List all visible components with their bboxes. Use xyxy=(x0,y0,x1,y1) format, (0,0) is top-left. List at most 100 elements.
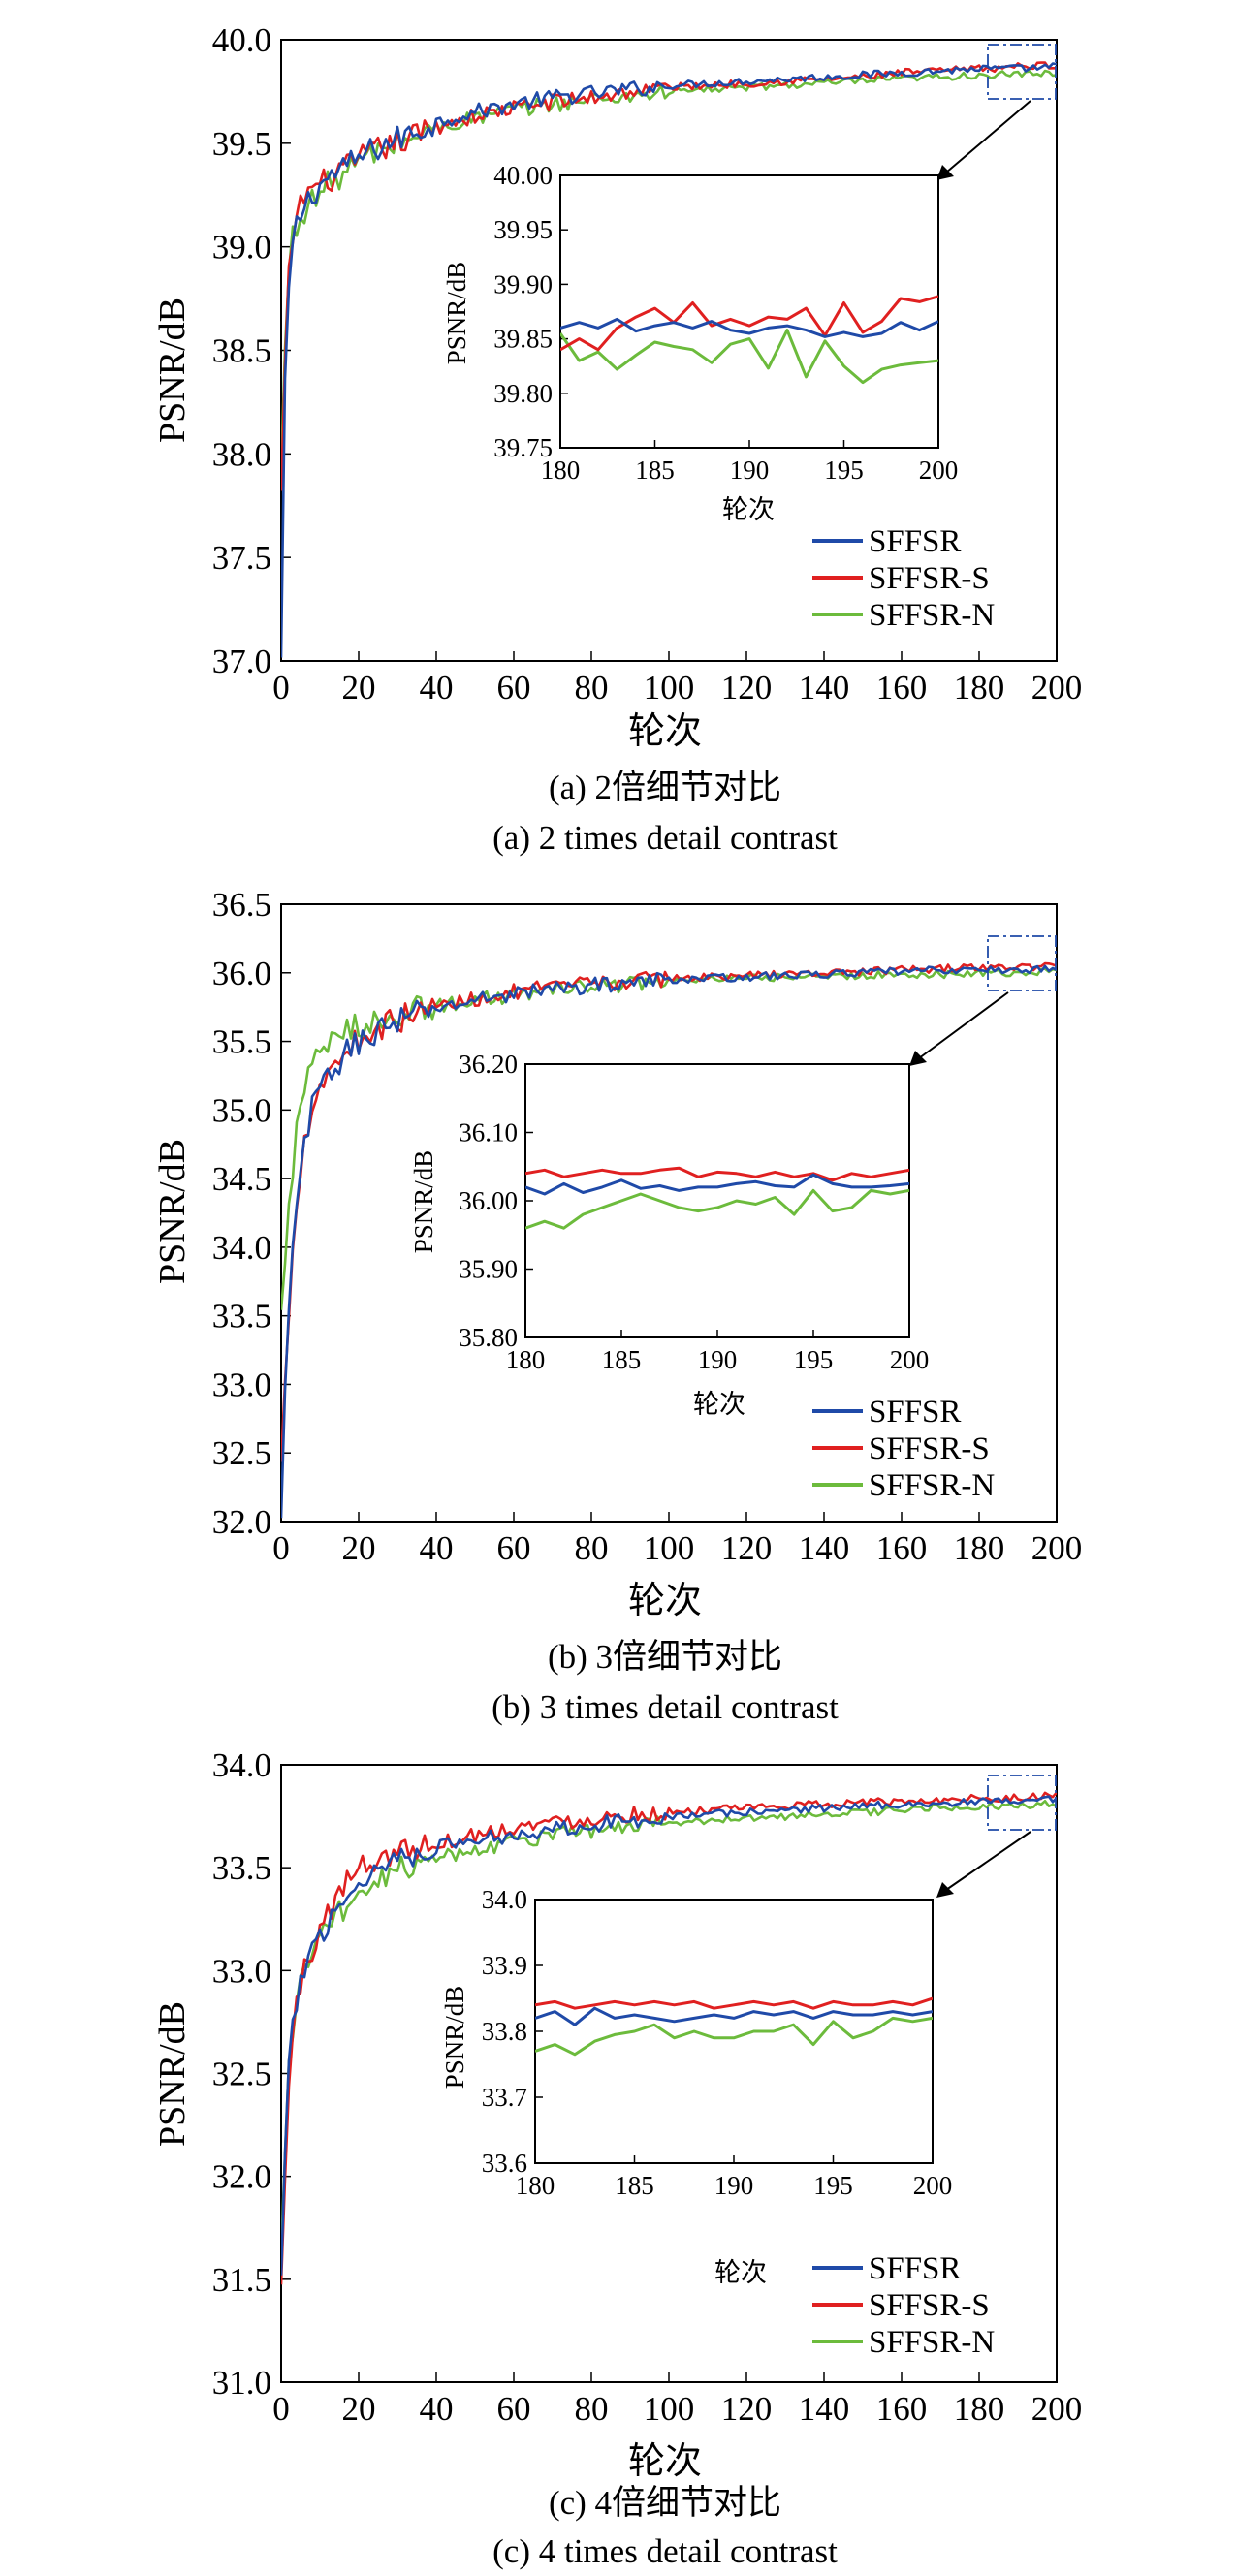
main-b-y-tick-label: 35.0 xyxy=(212,1091,271,1129)
panel-c-zoom-box xyxy=(987,1775,1057,1831)
panel-b-y-axis-label: PSNR/dB xyxy=(152,1139,193,1284)
main-c-x-tick-label: 20 xyxy=(342,2390,376,2428)
inset-c-series-group xyxy=(535,1996,933,2057)
inset-b-series-sffsr xyxy=(525,1173,909,1196)
inset-c-y-tick-label: 33.7 xyxy=(482,2083,527,2112)
panel-c-caption-cn: (c) 4倍细节对比 xyxy=(549,2484,781,2522)
main-a-x-tick-label: 80 xyxy=(575,669,609,707)
main-b-x-tick-label: 180 xyxy=(954,1529,1005,1567)
inset-a-series-group xyxy=(560,295,938,385)
inset-a-x-tick-label: 180 xyxy=(541,456,581,485)
main-c-series-sffsr-s xyxy=(281,1791,1057,2285)
main-c-y-tick-label: 31.0 xyxy=(212,2364,271,2402)
panel-c-x-axis-label: 轮次 xyxy=(628,2441,702,2482)
panel-c-caption-en: (c) 4 times detail contrast xyxy=(492,2532,838,2570)
main-a-x-tick-label: 120 xyxy=(721,669,773,707)
inset-c-y-tick-label: 33.8 xyxy=(482,2017,527,2046)
inset-a-frame xyxy=(559,174,939,449)
main-b-x-tick-label: 200 xyxy=(1031,1529,1083,1567)
panel-a-zoom-box xyxy=(987,44,1057,100)
main-b-y-tick-label: 34.0 xyxy=(212,1229,271,1267)
inset-b-y-tick-label: 36.00 xyxy=(459,1186,518,1215)
main-b-series-group xyxy=(281,961,1057,1519)
legend-label-sffsr-s: SFFSR-S xyxy=(869,2288,990,2323)
panel-a-x-axis-label: 轮次 xyxy=(628,711,702,752)
main-a-series-sffsr-n xyxy=(281,69,1057,470)
main-a-x-tick-label: 60 xyxy=(497,669,531,707)
panel-a-caption-en: (a) 2 times detail contrast xyxy=(492,819,838,857)
main-a-x-tick-label: 0 xyxy=(272,669,290,707)
main-a-x-tick-label: 140 xyxy=(799,669,850,707)
main-a-x-tick-label: 40 xyxy=(420,669,454,707)
main-b-y-tick-label: 33.5 xyxy=(212,1298,271,1335)
inset-a-y-tick-label: 39.85 xyxy=(493,325,553,354)
main-b-x-tick-label: 20 xyxy=(342,1529,376,1567)
main-c-y-tick-label: 32.5 xyxy=(212,2056,271,2093)
panel-b-zoom-arrowhead xyxy=(909,1051,927,1066)
inset-c-y-tick-label: 33.9 xyxy=(482,1951,527,1980)
panel-c-zoom-arrow xyxy=(945,1831,1031,1891)
panel-a-zoom-arrow xyxy=(945,100,1031,173)
panel-a-inset-y-label: PSNR/dB xyxy=(442,262,471,365)
panel-a-inset: 180 185 190 195 200 39.75 39.80 39.85 39.90 39.95… xyxy=(493,161,958,485)
inset-a-y-tick-label: 39.90 xyxy=(493,269,553,298)
main-a-y-tick-label: 37.0 xyxy=(212,643,271,680)
main-c-x-tick-label: 160 xyxy=(876,2390,928,2428)
panel-b-x-axis-label: 轮次 xyxy=(628,1581,702,1621)
panel-b-legend: SFFSR SFFSR-S SFFSR-N xyxy=(812,1395,995,1503)
inset-a-x-tick-label: 200 xyxy=(919,456,959,485)
main-a-y-tick-label: 39.0 xyxy=(212,229,271,267)
main-a-y-tick-label: 38.5 xyxy=(212,332,271,370)
inset-c-series-sffsr xyxy=(535,2006,933,2026)
inset-b-y-tick-label: 36.10 xyxy=(459,1118,518,1147)
inset-b-series-sffsr-s xyxy=(525,1166,909,1182)
legend-label-sffsr: SFFSR xyxy=(869,1395,961,1429)
main-b-x-tick-label: 80 xyxy=(575,1529,609,1567)
main-a-y-tick-label: 40.0 xyxy=(212,21,271,59)
main-a-x-tick-label: 180 xyxy=(954,669,1005,707)
panel-c-inset: 180 185 190 195 200 33.6 33.7 33.8 33.9 34.0 xyxy=(482,1885,953,2200)
main-b-x-tick-label: 120 xyxy=(721,1529,773,1567)
inset-c-series-sffsr-n xyxy=(535,2016,933,2057)
main-b-y-tick-label: 36.5 xyxy=(212,886,271,924)
inset-a-y-tick-label: 39.75 xyxy=(493,433,553,462)
main-b-x-tick-label: 40 xyxy=(420,1529,454,1567)
inset-c-y-tick-label: 33.6 xyxy=(482,2149,527,2178)
panel-c-zoom-arrowhead xyxy=(936,1882,954,1898)
inset-c-x-tick-label: 200 xyxy=(913,2171,953,2200)
inset-b-x-tick-label: 195 xyxy=(794,1345,834,1374)
main-a-x-tick-label: 20 xyxy=(342,669,376,707)
panel-b-caption-cn: (b) 3倍细节对比 xyxy=(548,1638,782,1676)
main-c-x-tick-label: 100 xyxy=(644,2390,695,2428)
inset-c-frame xyxy=(534,1899,934,2164)
panel-a-caption-cn: (a) 2倍细节对比 xyxy=(549,769,781,806)
main-c-x-tick-label: 60 xyxy=(497,2390,531,2428)
main-c-series-sffsr-n xyxy=(281,1800,1057,2253)
main-b-y-tick-label: 36.0 xyxy=(212,955,271,992)
main-c-x-tick-label: 40 xyxy=(420,2390,454,2428)
panel-a-zoom-arrowhead xyxy=(936,165,954,180)
main-c-y-tick-label: 33.5 xyxy=(212,1849,271,1887)
inset-b-y-tick-label: 36.20 xyxy=(459,1050,518,1079)
main-b-series-sffsr xyxy=(281,964,1057,1519)
panel-c-legend: SFFSR SFFSR-S SFFSR-N xyxy=(812,2251,995,2360)
legend-label-sffsr-n: SFFSR-N xyxy=(869,598,995,633)
inset-b-y-tick-label: 35.90 xyxy=(459,1255,518,1284)
inset-a-y-tick-label: 39.80 xyxy=(493,379,553,408)
inset-a-x-tick-label: 185 xyxy=(635,456,675,485)
main-c-x-tick-label: 180 xyxy=(954,2390,1005,2428)
main-b-y-tick-label: 33.0 xyxy=(212,1366,271,1403)
panel-b-caption-en: (b) 3 times detail contrast xyxy=(492,1688,839,1726)
main-b-x-tick-label: 0 xyxy=(272,1529,290,1567)
inset-c-x-tick-label: 195 xyxy=(813,2171,853,2200)
legend-label-sffsr-s: SFFSR-S xyxy=(869,1431,990,1466)
panel-c: 0 20 40 60 80 100 120 140 160 180 200 31.0 31.5 32.0 3… xyxy=(152,1746,1082,2570)
main-c-x-tick-label: 0 xyxy=(272,2390,290,2428)
inset-b-series-group xyxy=(525,1166,909,1230)
main-c-series-sffsr xyxy=(281,1795,1057,2276)
inset-c-x-tick-label: 180 xyxy=(516,2171,555,2200)
main-a-x-tick-label: 200 xyxy=(1031,669,1083,707)
panel-a-legend: SFFSR SFFSR-S SFFSR-N xyxy=(812,524,995,633)
main-c-y-tick-label: 33.0 xyxy=(212,1952,271,1990)
